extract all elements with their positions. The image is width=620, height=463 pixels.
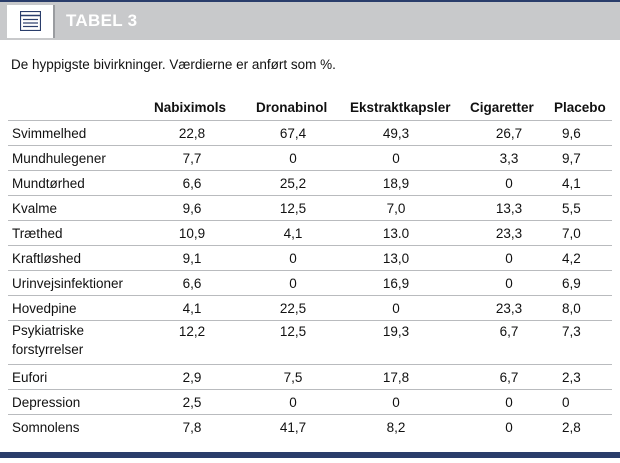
value-cell: 19,3 <box>350 320 470 365</box>
table-row: Mundhulegener 7,7 0 0 3,3 9,7 <box>8 145 612 171</box>
value-cell: 6,9 <box>554 270 612 296</box>
value-cell: 7,3 <box>554 320 612 365</box>
value-cell: 2,3 <box>554 364 612 390</box>
value-cell: 3,3 <box>470 145 554 171</box>
value-cell: 0 <box>470 414 554 439</box>
value-cell: 0 <box>470 170 554 196</box>
row-label: Hovedpine <box>8 295 154 321</box>
table-header-bar: TABEL 3 <box>0 0 620 40</box>
row-label: Urinvejsinfektioner <box>8 270 154 296</box>
value-cell: 4,1 <box>154 295 256 321</box>
value-cell: 0 <box>350 145 470 171</box>
table-row: Eufori 2,9 7,5 17,8 6,7 2,3 <box>8 364 612 390</box>
value-cell: 13,3 <box>470 195 554 221</box>
value-cell: 13.0 <box>350 220 470 246</box>
side-effects-table: Nabiximols Dronabinol Ekstraktkapsler Ci… <box>8 94 612 439</box>
row-label: Mundhulegener <box>8 145 154 171</box>
value-cell: 7,0 <box>554 220 612 246</box>
value-cell: 12,5 <box>256 320 350 365</box>
value-cell: 2,5 <box>154 389 256 415</box>
value-cell: 0 <box>350 295 470 321</box>
row-label: Kraftløshed <box>8 245 154 271</box>
row-label: Psykiatriske forstyrrelser <box>8 320 154 365</box>
value-cell: 0 <box>256 270 350 296</box>
row-label: Eufori <box>8 364 154 390</box>
value-cell: 8,0 <box>554 295 612 321</box>
value-cell: 7,8 <box>154 414 256 439</box>
value-cell: 23,3 <box>470 295 554 321</box>
table-body: Svimmelhed 22,8 67,4 49,3 26,7 9,6 Mundhulegen… <box>8 120 612 439</box>
table-row: Kvalme 9,6 12,5 7,0 13,3 5,5 <box>8 195 612 221</box>
row-label: Mundtørhed <box>8 170 154 196</box>
value-cell: 0 <box>470 389 554 415</box>
value-cell: 0 <box>554 389 612 415</box>
column-header-placebo: Placebo <box>554 99 606 115</box>
value-cell: 5,5 <box>554 195 612 221</box>
value-cell: 49,3 <box>350 120 470 146</box>
table-row: Somnolens 7,8 41,7 8,2 0 2,8 <box>8 414 612 439</box>
table-row: Træthed 10,9 4,1 13.0 23,3 7,0 <box>8 220 612 246</box>
value-cell: 22,8 <box>154 120 256 146</box>
value-cell: 9,6 <box>154 195 256 221</box>
value-cell: 2,9 <box>154 364 256 390</box>
table-row: Mundtørhed 6,6 25,2 18,9 0 4,1 <box>8 170 612 196</box>
value-cell: 10,9 <box>154 220 256 246</box>
value-cell: 0 <box>350 389 470 415</box>
value-cell: 9,6 <box>554 120 612 146</box>
value-cell: 25,2 <box>256 170 350 196</box>
value-cell: 4,1 <box>256 220 350 246</box>
column-header-cigaretter: Cigaretter <box>470 99 534 115</box>
value-cell: 6,6 <box>154 170 256 196</box>
row-label: Kvalme <box>8 195 154 221</box>
table-title: TABEL 3 <box>66 11 138 30</box>
value-cell: 4,1 <box>554 170 612 196</box>
value-cell: 7,5 <box>256 364 350 390</box>
value-cell: 13,0 <box>350 245 470 271</box>
table-row: Kraftløshed 9,1 0 13,0 0 4,2 <box>8 245 612 271</box>
value-cell: 9,1 <box>154 245 256 271</box>
value-cell: 0 <box>470 245 554 271</box>
value-cell: 12,2 <box>154 320 256 365</box>
footer-bar <box>0 452 620 458</box>
value-cell: 6,7 <box>470 364 554 390</box>
value-cell: 12,5 <box>256 195 350 221</box>
column-header-ekstraktkapsler: Ekstraktkapsler <box>350 99 451 115</box>
table-row: Hovedpine 4,1 22,5 0 23,3 8,0 <box>8 295 612 321</box>
column-header-nabiximols: Nabiximols <box>154 99 227 115</box>
value-cell: 18,9 <box>350 170 470 196</box>
value-cell: 67,4 <box>256 120 350 146</box>
table-icon <box>20 11 41 31</box>
table-row: Svimmelhed 22,8 67,4 49,3 26,7 9,6 <box>8 120 612 146</box>
row-label: Somnolens <box>8 414 154 439</box>
value-cell: 0 <box>256 145 350 171</box>
value-cell: 6,7 <box>470 320 554 365</box>
value-cell: 17,8 <box>350 364 470 390</box>
value-cell: 7,0 <box>350 195 470 221</box>
table-icon-box <box>7 5 55 38</box>
value-cell: 0 <box>256 389 350 415</box>
value-cell: 7,7 <box>154 145 256 171</box>
table-row: Depression 2,5 0 0 0 0 <box>8 389 612 415</box>
table-row: Psykiatriske forstyrrelser 12,2 12,5 19,3 6,… <box>8 320 612 365</box>
value-cell: 16,9 <box>350 270 470 296</box>
row-label: Svimmelhed <box>8 120 154 146</box>
row-label: Træthed <box>8 220 154 246</box>
value-cell: 26,7 <box>470 120 554 146</box>
table-row: Urinvejsinfektioner 6,6 0 16,9 0 6,9 <box>8 270 612 296</box>
value-cell: 22,5 <box>256 295 350 321</box>
value-cell: 9,7 <box>554 145 612 171</box>
value-cell: 4,2 <box>554 245 612 271</box>
table-header-row: Nabiximols Dronabinol Ekstraktkapsler Ci… <box>8 94 612 121</box>
table-caption: De hyppigste bivirkninger. Værdierne er … <box>11 57 336 72</box>
value-cell: 6,6 <box>154 270 256 296</box>
column-header-dronabinol: Dronabinol <box>256 99 328 115</box>
corner-cell <box>8 94 154 121</box>
value-cell: 23,3 <box>470 220 554 246</box>
value-cell: 8,2 <box>350 414 470 439</box>
row-label: Depression <box>8 389 154 415</box>
value-cell: 0 <box>256 245 350 271</box>
value-cell: 41,7 <box>256 414 350 439</box>
value-cell: 2,8 <box>554 414 612 439</box>
value-cell: 0 <box>470 270 554 296</box>
